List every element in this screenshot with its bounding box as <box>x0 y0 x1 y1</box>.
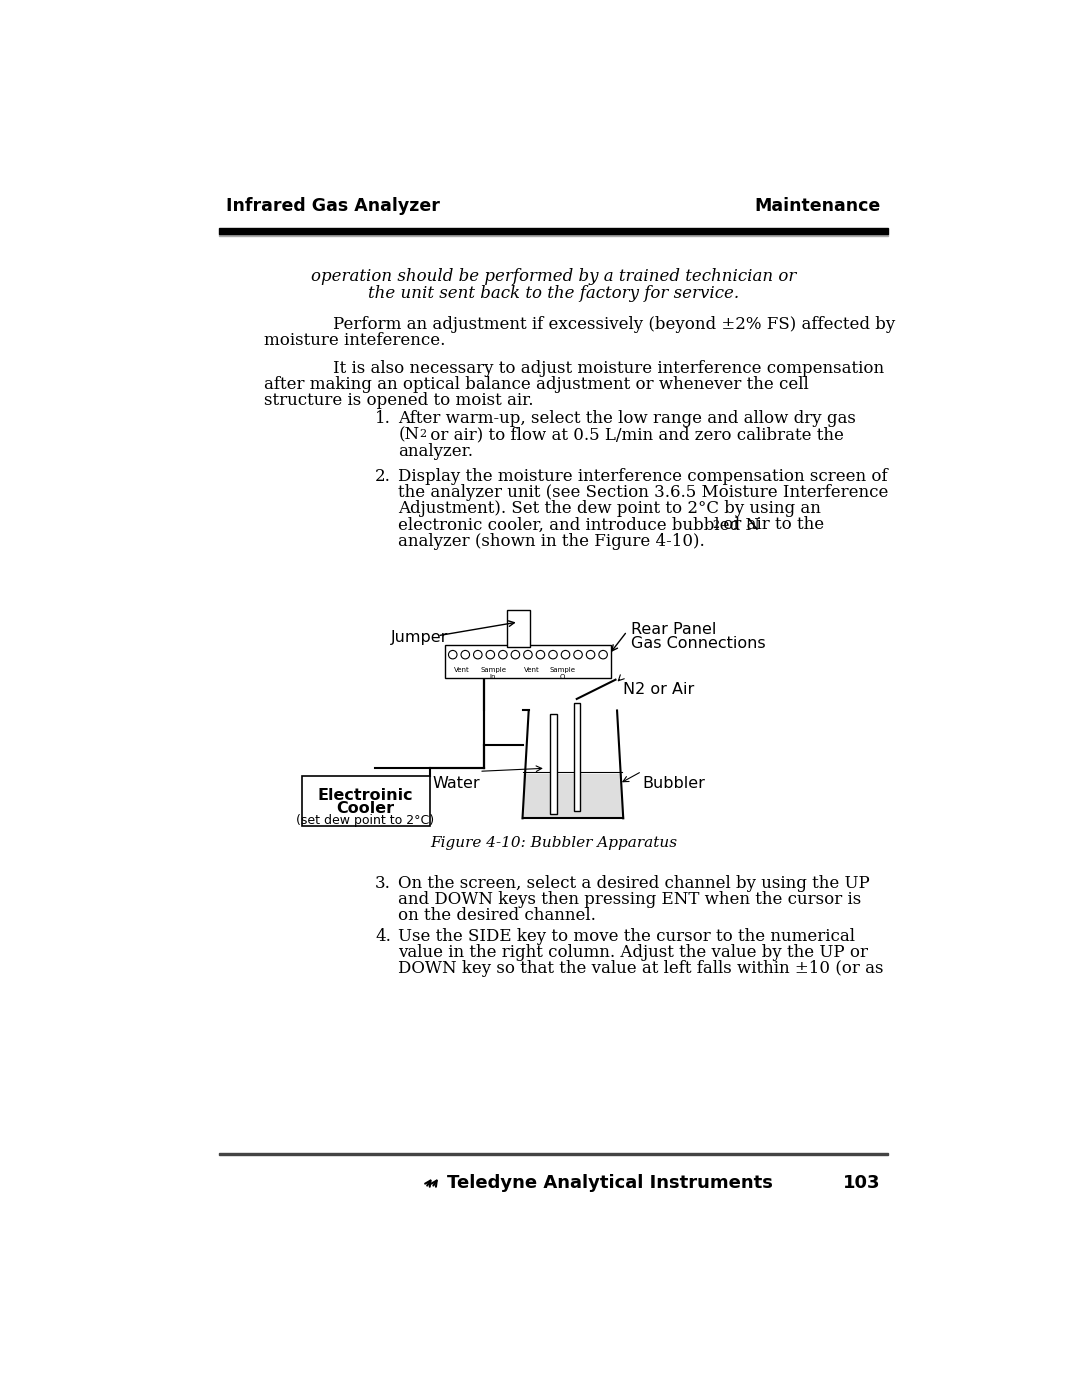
Text: Gas Connections: Gas Connections <box>631 636 766 651</box>
Bar <box>573 703 580 810</box>
Text: Rear Panel: Rear Panel <box>631 622 716 637</box>
Text: analyzer (shown in the Figure 4-10).: analyzer (shown in the Figure 4-10). <box>399 532 705 549</box>
Circle shape <box>573 651 582 659</box>
Text: Bubbler: Bubbler <box>643 775 705 791</box>
Bar <box>524 774 622 819</box>
Text: value in the right column. Adjust the value by the UP or: value in the right column. Adjust the va… <box>399 944 868 961</box>
Text: on the desired channel.: on the desired channel. <box>399 907 596 923</box>
Text: or air) to flow at 0.5 L/min and zero calibrate the: or air) to flow at 0.5 L/min and zero ca… <box>424 426 843 443</box>
Circle shape <box>499 651 508 659</box>
Text: Adjustment). Set the dew point to 2°C by using an: Adjustment). Set the dew point to 2°C by… <box>399 500 822 517</box>
Text: Sample
O: Sample O <box>550 668 576 680</box>
Text: structure is opened to moist air.: structure is opened to moist air. <box>265 393 534 409</box>
Circle shape <box>461 651 470 659</box>
Text: Maintenance: Maintenance <box>754 197 880 215</box>
Text: After warm-up, select the low range and allow dry gas: After warm-up, select the low range and … <box>399 411 856 427</box>
Bar <box>218 1154 888 1155</box>
Text: Vent: Vent <box>455 668 470 673</box>
Text: (N: (N <box>399 426 420 443</box>
Circle shape <box>486 651 495 659</box>
Text: Electroinic: Electroinic <box>318 788 414 803</box>
Text: It is also necessary to adjust moisture interference compensation: It is also necessary to adjust moisture … <box>333 360 883 377</box>
Text: or air to the: or air to the <box>718 517 824 534</box>
Circle shape <box>448 651 457 659</box>
Text: moisture inteference.: moisture inteference. <box>265 331 446 349</box>
Text: Jumper: Jumper <box>391 630 448 644</box>
Bar <box>550 714 557 814</box>
Text: Water: Water <box>432 775 480 791</box>
Text: 2: 2 <box>713 520 719 529</box>
Text: and DOWN keys then pressing ENT when the cursor is: and DOWN keys then pressing ENT when the… <box>399 891 862 908</box>
Text: the analyzer unit (see Section 3.6.5 Moisture Interference: the analyzer unit (see Section 3.6.5 Moi… <box>399 485 889 502</box>
Text: 3.: 3. <box>375 875 391 891</box>
Text: operation should be performed by a trained technician or: operation should be performed by a train… <box>311 268 796 285</box>
Circle shape <box>586 651 595 659</box>
Circle shape <box>473 651 482 659</box>
Bar <box>218 228 888 233</box>
Text: Teledyne Analytical Instruments: Teledyne Analytical Instruments <box>446 1173 772 1192</box>
Text: the unit sent back to the factory for service.: the unit sent back to the factory for se… <box>368 285 739 302</box>
Text: Perform an adjustment if excessively (beyond ±2% FS) affected by: Perform an adjustment if excessively (be… <box>333 316 895 334</box>
Circle shape <box>562 651 570 659</box>
Text: after making an optical balance adjustment or whenever the cell: after making an optical balance adjustme… <box>265 376 809 394</box>
Circle shape <box>511 651 519 659</box>
Text: Sample
In: Sample In <box>480 668 507 680</box>
Text: electronic cooler, and introduce bubbled N: electronic cooler, and introduce bubbled… <box>399 517 760 534</box>
Bar <box>301 775 430 826</box>
Text: N2 or Air: N2 or Air <box>623 682 694 697</box>
Text: 1.: 1. <box>375 411 391 427</box>
Text: Cooler: Cooler <box>337 802 394 816</box>
Circle shape <box>524 651 532 659</box>
Bar <box>218 233 888 236</box>
Bar <box>445 645 611 678</box>
Text: DOWN key so that the value at left falls within ±10 (or as: DOWN key so that the value at left falls… <box>399 960 885 977</box>
Text: 103: 103 <box>843 1173 880 1192</box>
Circle shape <box>598 651 607 659</box>
Text: 4.: 4. <box>375 928 391 944</box>
Text: 2.: 2. <box>375 468 391 485</box>
Text: Infrared Gas Analyzer: Infrared Gas Analyzer <box>227 197 441 215</box>
Circle shape <box>536 651 544 659</box>
Text: 2: 2 <box>419 429 427 440</box>
Text: (set dew point to 2°C): (set dew point to 2°C) <box>297 814 434 827</box>
Text: Vent: Vent <box>524 668 540 673</box>
Text: analyzer.: analyzer. <box>399 443 473 460</box>
Text: Figure 4-10: Bubbler Apparatus: Figure 4-10: Bubbler Apparatus <box>430 835 677 849</box>
Bar <box>507 610 530 647</box>
Text: Use the SIDE key to move the cursor to the numerical: Use the SIDE key to move the cursor to t… <box>399 928 855 944</box>
Circle shape <box>549 651 557 659</box>
Text: On the screen, select a desired channel by using the UP: On the screen, select a desired channel … <box>399 875 870 891</box>
Text: Display the moisture interference compensation screen of: Display the moisture interference compen… <box>399 468 888 485</box>
